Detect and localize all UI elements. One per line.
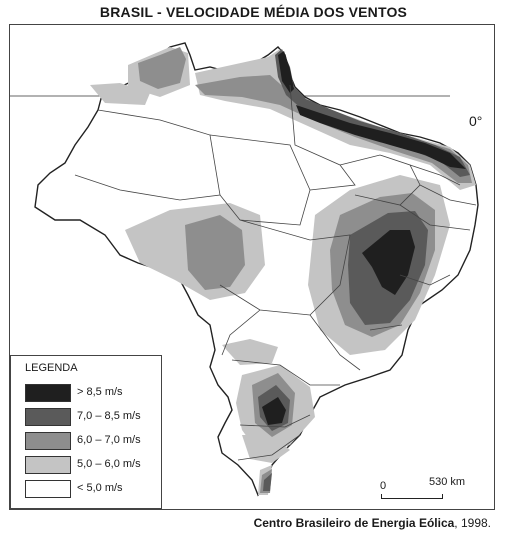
legend-box: LEGENDA > 8,5 m/s 7,0 – 8,5 m/s 6,0 – 7,… [10,355,162,509]
legend-label: 6,0 – 7,0 m/s [77,434,141,446]
scale-line [381,494,443,499]
source-year: , 1998. [454,516,491,530]
legend-swatch [25,432,71,450]
legend-swatch [25,408,71,426]
state-boundaries [74,84,477,461]
legend-label: 5,0 – 6,0 m/s [77,458,141,470]
source-credit: Centro Brasileiro de Energia Eólica, 199… [254,516,491,530]
map-frame: 0° [9,24,495,510]
brazil-wind-map [10,42,479,497]
zone-over-8-5 [262,51,466,425]
legend-label: < 5,0 m/s [77,482,123,494]
equator-label: 0° [469,113,483,129]
scale-bar: 0 530 km [374,474,474,504]
legend-swatch [25,384,71,402]
legend-label: > 8,5 m/s [77,386,123,398]
scale-distance: 530 km [429,476,466,488]
legend-label: 7,0 – 8,5 m/s [77,410,141,422]
map-title: BRASIL - VELOCIDADE MÉDIA DOS VENTOS [99,4,408,20]
scale-zero: 0 [380,480,387,492]
legend-swatch [25,480,71,498]
legend-swatch [25,456,71,474]
legend-title: LEGENDA [25,362,78,374]
source-org: Centro Brasileiro de Energia Eólica [253,516,455,530]
